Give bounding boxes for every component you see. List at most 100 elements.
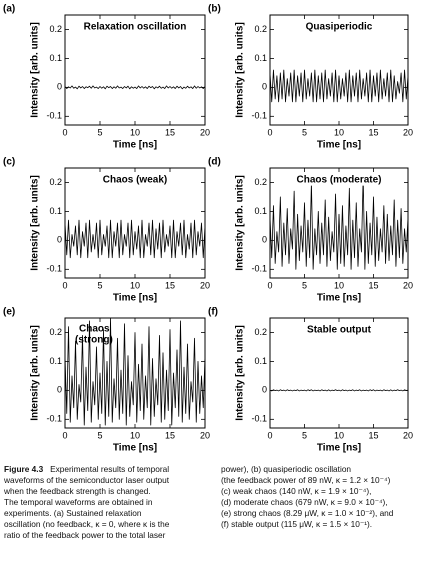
panel-label: (b) — [208, 4, 221, 15]
title-bg — [303, 21, 375, 33]
plot-frame — [269, 317, 409, 429]
x-tick-label: 10 — [334, 280, 344, 290]
waveform — [269, 69, 409, 103]
x-tick-label: 5 — [302, 430, 307, 440]
y-axis-label: Intensity [arb. units] — [30, 175, 41, 271]
x-tick-label: 15 — [165, 280, 175, 290]
panel-title: (strong) — [75, 335, 113, 346]
y-tick-label: -0.1 — [46, 264, 62, 274]
x-tick-label: 5 — [97, 430, 102, 440]
y-axis-label: Intensity [arb. units] — [235, 22, 246, 118]
caption-line: (c) weak chaos (140 nW, κ = 1.9 × 10⁻⁴), — [221, 486, 372, 496]
caption-line: oscillation (no feedback, κ = 0, where κ… — [4, 519, 170, 529]
panel-label: (d) — [208, 157, 221, 168]
caption-right: power), (b) quasiperiodic oscillation (t… — [221, 464, 393, 530]
title-bg — [305, 324, 374, 336]
y-tick-label: -0.1 — [46, 414, 62, 424]
y-tick-label: 0.2 — [254, 177, 267, 187]
caption-text: Experimental results of temporal — [50, 464, 170, 474]
y-tick-label: 0.1 — [254, 206, 267, 216]
x-axis-label: Time [ns] — [113, 140, 157, 151]
x-tick-label: 10 — [130, 280, 140, 290]
caption-line: ratio of the feedback power to the total… — [4, 530, 166, 540]
y-tick-label: 0.2 — [49, 327, 62, 337]
title-bg — [294, 174, 384, 186]
x-tick-label: 5 — [97, 127, 102, 137]
caption-line: waveforms of the semiconductor laser out… — [4, 475, 170, 485]
plot-frame — [64, 14, 206, 126]
panel-title: Relaxation oscillation — [84, 22, 187, 33]
x-tick-label: 15 — [165, 127, 175, 137]
y-tick-label: 0 — [57, 235, 62, 245]
x-tick-label: 0 — [62, 280, 67, 290]
plot-frame — [64, 317, 206, 429]
x-tick-label: 10 — [334, 430, 344, 440]
x-tick-label: 5 — [302, 280, 307, 290]
y-tick-label: 0.1 — [49, 356, 62, 366]
y-axis-label: Intensity [arb. units] — [30, 325, 41, 421]
y-tick-label: -0.1 — [46, 111, 62, 121]
x-tick-label: 15 — [368, 127, 378, 137]
caption-label: Figure 4.3 — [4, 464, 44, 474]
x-tick-label: 20 — [200, 430, 210, 440]
panel-label: (e) — [3, 307, 15, 318]
caption-line: Figure 4.3 Experimental results of tempo… — [4, 464, 169, 475]
y-tick-label: 0.2 — [254, 24, 267, 34]
x-axis-label: Time [ns] — [113, 293, 157, 304]
y-tick-label: 0 — [57, 82, 62, 92]
y-tick-label: 0 — [262, 235, 267, 245]
x-axis-label: Time [ns] — [317, 293, 361, 304]
title-bg — [81, 21, 189, 33]
x-tick-label: 10 — [130, 430, 140, 440]
panel-title: Stable output — [307, 325, 372, 336]
waveform — [269, 389, 409, 392]
caption-line: The temporal waveforms are obtained in — [4, 497, 153, 507]
x-tick-label: 15 — [165, 430, 175, 440]
x-tick-label: 20 — [403, 430, 413, 440]
x-axis-label: Time [ns] — [113, 443, 157, 454]
y-tick-label: -0.1 — [251, 111, 267, 121]
x-tick-label: 15 — [368, 430, 378, 440]
panel-title: Chaos (weak) — [103, 175, 167, 186]
plot-frame — [269, 14, 409, 126]
y-tick-label: -0.1 — [251, 264, 267, 274]
x-axis-label: Time [ns] — [317, 443, 361, 454]
title-bg — [100, 174, 170, 186]
y-tick-label: 0.2 — [254, 327, 267, 337]
y-tick-label: 0.1 — [49, 206, 62, 216]
caption-line: (e) strong chaos (8.29 μW, κ = 1.0 × 10⁻… — [221, 508, 394, 518]
x-tick-label: 0 — [267, 430, 272, 440]
caption-left: Figure 4.3 Experimental results of tempo… — [4, 464, 169, 541]
caption-line: when the feedback strength is changed. — [4, 486, 151, 496]
y-tick-label: 0.1 — [254, 356, 267, 366]
caption-line: experiments. (a) Sustained relaxation — [4, 508, 142, 518]
y-axis-label: Intensity [arb. units] — [30, 22, 41, 118]
y-axis-label: Intensity [arb. units] — [235, 175, 246, 271]
y-tick-label: 0.2 — [49, 24, 62, 34]
caption-line: power), (b) quasiperiodic oscillation — [221, 464, 352, 474]
y-tick-label: 0 — [262, 385, 267, 395]
y-tick-label: -0.1 — [251, 414, 267, 424]
plot-frame — [64, 167, 206, 279]
panel-label: (c) — [3, 157, 15, 168]
panel-title: Chaos — [79, 324, 110, 335]
x-tick-label: 20 — [200, 280, 210, 290]
x-tick-label: 20 — [403, 127, 413, 137]
caption-line: (f) stable output (115 μW, κ = 1.5 × 10⁻… — [221, 519, 373, 529]
x-axis-label: Time [ns] — [317, 140, 361, 151]
x-tick-label: 0 — [62, 127, 67, 137]
waveform — [269, 176, 409, 270]
y-tick-label: 0.1 — [49, 53, 62, 63]
y-tick-label: 0 — [57, 385, 62, 395]
panel-label: (a) — [3, 4, 15, 15]
x-tick-label: 20 — [200, 127, 210, 137]
waveform — [64, 219, 206, 259]
x-tick-label: 5 — [302, 127, 307, 137]
x-tick-label: 15 — [368, 280, 378, 290]
y-tick-label: 0.2 — [49, 177, 62, 187]
x-tick-label: 0 — [267, 280, 272, 290]
x-tick-label: 10 — [130, 127, 140, 137]
panel-title: Chaos (moderate) — [296, 175, 381, 186]
x-tick-label: 5 — [97, 280, 102, 290]
